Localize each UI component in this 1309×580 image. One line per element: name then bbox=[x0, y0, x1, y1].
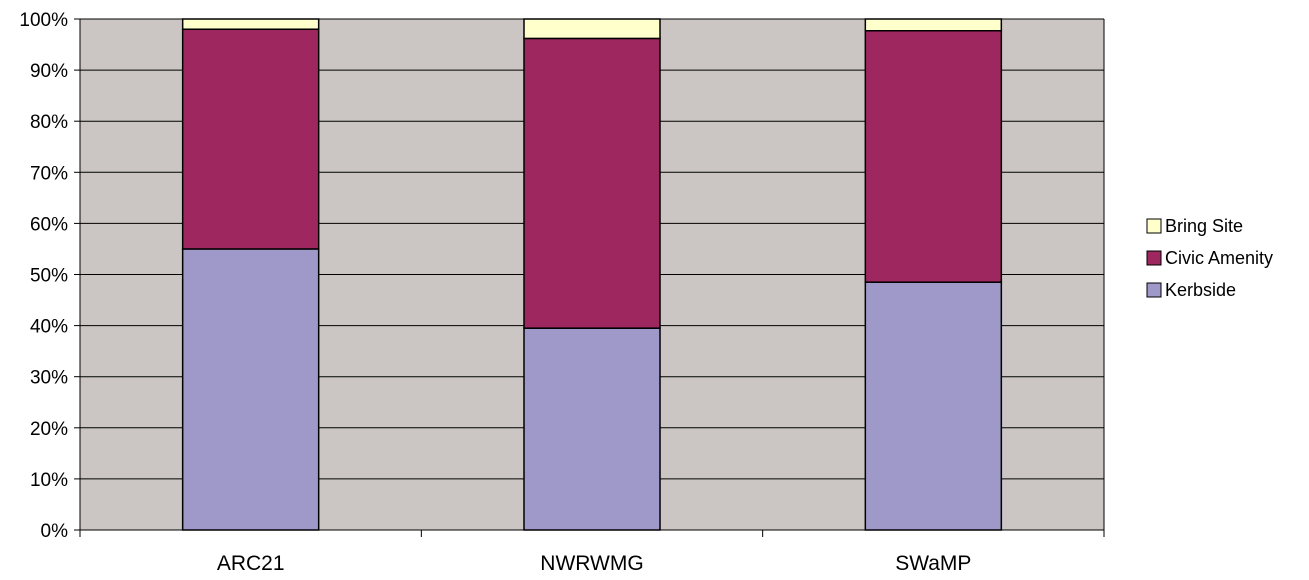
y-tick-label: 60% bbox=[30, 214, 68, 235]
y-axis: 0% 10% 20% 30% 40% 50% 60% 70% 80% 90% 100% bbox=[19, 10, 81, 542]
legend-label: Bring Site bbox=[1165, 216, 1243, 236]
y-tick-label: 80% bbox=[30, 112, 68, 133]
y-tick-label: 30% bbox=[30, 368, 68, 389]
x-category-label: NWRWMG bbox=[540, 552, 643, 575]
legend: Bring Site Civic Amenity Kerbside bbox=[1146, 216, 1273, 300]
legend-swatch bbox=[1146, 250, 1162, 266]
y-tick-label: 10% bbox=[30, 470, 68, 491]
bar-segment-civic-amenity bbox=[864, 30, 1003, 283]
legend-swatch bbox=[1146, 282, 1162, 298]
bar-segment-bring-site bbox=[181, 18, 320, 30]
y-tick-label: 90% bbox=[30, 61, 68, 82]
x-category-label: SWaMP bbox=[895, 552, 971, 575]
bar-segment-kerbside bbox=[181, 248, 320, 531]
y-tick-label: 0% bbox=[41, 521, 69, 542]
y-tick-label: 50% bbox=[30, 266, 68, 287]
legend-swatch bbox=[1146, 218, 1162, 234]
bar-segment-kerbside bbox=[523, 327, 661, 531]
y-tick-label: 40% bbox=[30, 317, 68, 338]
legend-label: Civic Amenity bbox=[1165, 248, 1273, 268]
y-tick-label: 20% bbox=[30, 419, 68, 440]
y-tick-label: 70% bbox=[30, 163, 68, 184]
bar-segment-bring-site bbox=[864, 18, 1003, 32]
plot-area bbox=[80, 18, 1105, 531]
y-tick-label: 100% bbox=[19, 10, 68, 31]
bar-segment-kerbside bbox=[864, 281, 1003, 531]
x-category-label: ARC21 bbox=[217, 552, 285, 575]
legend-label: Kerbside bbox=[1165, 280, 1236, 300]
bar-segment-civic-amenity bbox=[523, 37, 661, 329]
bar-segment-civic-amenity bbox=[181, 28, 320, 250]
x-axis: ARC21 NWRWMG SWaMP bbox=[79, 529, 1105, 575]
bar-segment-bring-site bbox=[523, 18, 661, 40]
